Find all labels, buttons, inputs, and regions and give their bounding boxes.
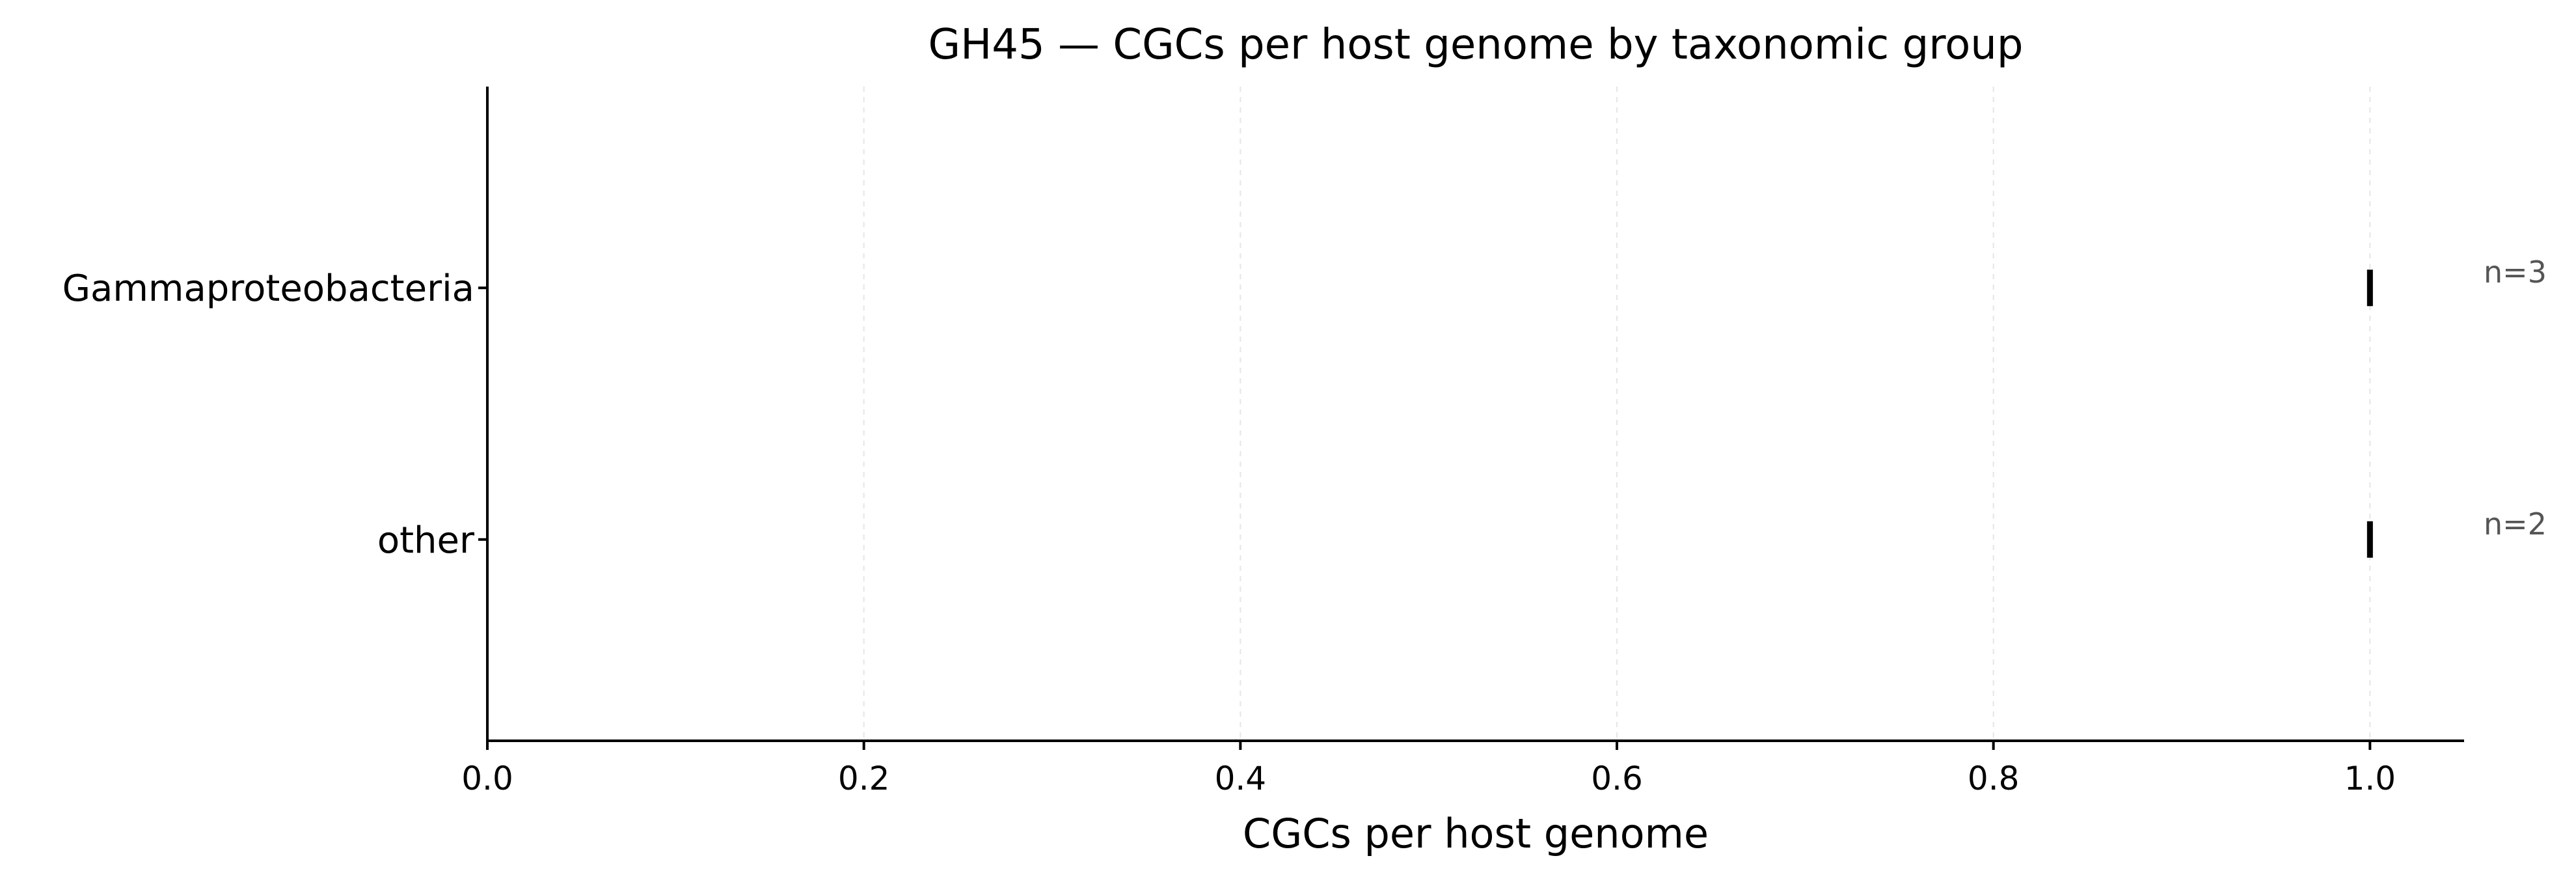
x-axis-label: CGCs per host genome	[1243, 810, 1709, 857]
x-tick-label: 0.0	[461, 760, 513, 797]
chart-title: GH45 — CGCs per host genome by taxonomic…	[929, 21, 2024, 69]
x-tick-label: 0.8	[1968, 760, 2020, 797]
x-tick-label: 0.2	[838, 760, 890, 797]
data-marks: n=3 n=2	[2366, 255, 2547, 558]
count-label: n=3	[2484, 255, 2547, 290]
category-label: Gammaproteobacteria	[62, 268, 474, 310]
x-tick-label: 0.6	[1591, 760, 1643, 797]
grid-lines	[863, 87, 2371, 741]
category-label: other	[377, 519, 475, 562]
axes	[486, 87, 2464, 742]
x-tick-label: 1.0	[2344, 760, 2396, 797]
category-labels: Gammaproteobacteria other	[62, 268, 487, 562]
x-axis-ticks: 0.0 0.2 0.4 0.6 0.8 1.0	[461, 741, 2396, 797]
x-tick-label: 0.4	[1215, 760, 1267, 797]
count-label: n=2	[2484, 506, 2547, 542]
